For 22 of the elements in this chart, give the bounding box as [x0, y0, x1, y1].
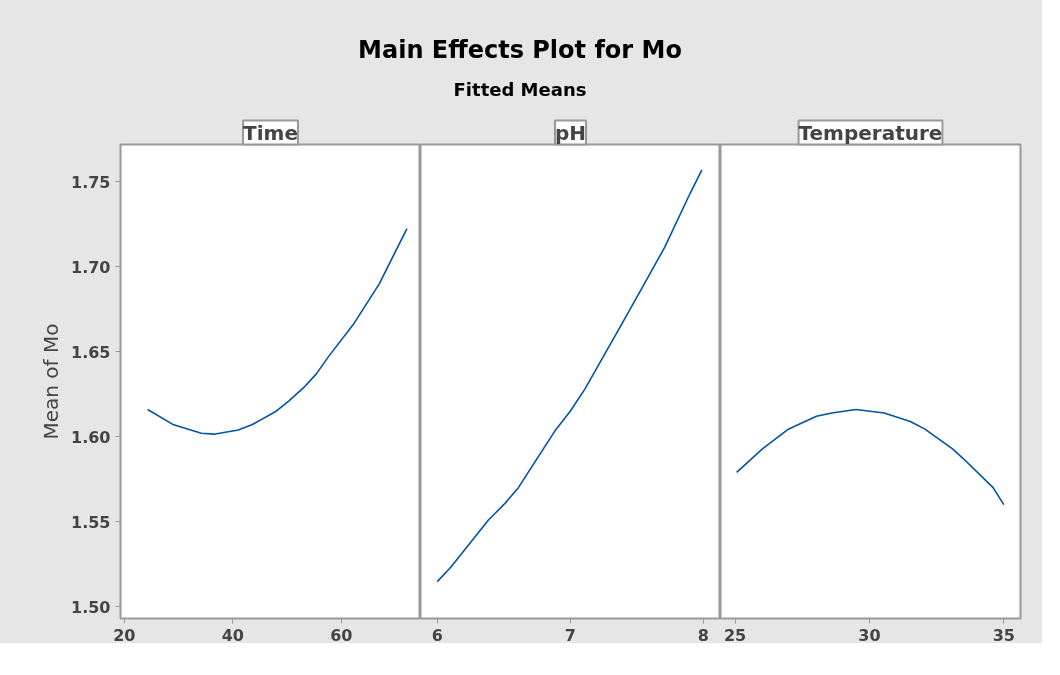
x-axis-title: pH	[554, 120, 587, 145]
x-axis-title: Temperature	[798, 120, 943, 145]
y-tick-label: 1.50	[71, 597, 111, 617]
x-axis-title: Time	[243, 120, 298, 145]
x-tick-label: 6	[431, 625, 443, 645]
x-tick-label: 30	[858, 625, 881, 645]
x-tick-label: 35	[992, 625, 1015, 645]
y-tick-label: 1.75	[71, 172, 111, 192]
x-tick-label: 20	[113, 625, 136, 645]
x-tick-label: 25	[723, 625, 747, 645]
chart-subtitle: Fitted Means	[453, 78, 587, 103]
y-axis-title: Mean of Mo	[39, 323, 64, 440]
y-tick-label: 1.55	[71, 512, 111, 532]
x-tick-label: 60	[330, 625, 353, 645]
x-tick-label: 40	[221, 625, 244, 645]
x-tick-label: 7	[564, 625, 576, 645]
chart-title: Main Effects Plot for Mo	[358, 35, 682, 66]
y-tick-label: 1.60	[71, 427, 111, 447]
y-tick-label: 1.65	[71, 342, 111, 362]
x-tick-label: 8	[697, 625, 709, 645]
y-tick-label: 1.70	[71, 257, 111, 277]
line-series	[146, 227, 408, 435]
